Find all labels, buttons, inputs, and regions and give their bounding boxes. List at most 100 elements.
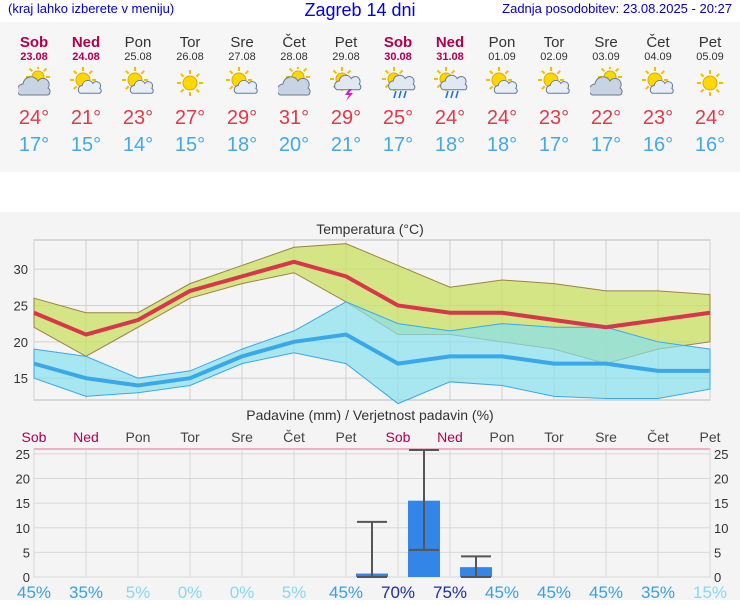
high-temp-line <box>33 259 711 337</box>
y-tick-label: 15 <box>14 371 28 386</box>
high-temp: 27° <box>174 107 206 129</box>
y-tick-label: 5 <box>23 545 30 560</box>
day-column: Pon 25.08 23° 14° <box>112 22 164 158</box>
day-name: Sob <box>19 34 49 51</box>
high-temp: 23° <box>122 107 154 129</box>
day-column: Pon 01.09 24° 18° <box>476 22 528 158</box>
high-temp: 24° <box>694 107 726 129</box>
probability-label: 70% <box>381 583 415 600</box>
high-temp: 29° <box>226 107 258 129</box>
high-temp: 25° <box>382 107 414 129</box>
day-name: Pon <box>124 34 152 51</box>
high-temp: 24° <box>434 107 466 129</box>
low-temp: 17° <box>538 134 570 156</box>
y-tick-label: 15 <box>16 496 30 511</box>
probability-label: 5% <box>282 583 307 600</box>
low-temp: 16° <box>694 134 726 156</box>
day-date: 30.08 <box>384 51 412 63</box>
low-temp: 14° <box>122 134 154 156</box>
day-column: Sob 23.08 24° 17° <box>8 22 60 158</box>
precipitation-chart-title: Padavine (mm) / Verjetnost padavin (%) <box>246 407 493 423</box>
sunny-cloud-icon <box>528 64 580 104</box>
high-temp: 23° <box>538 107 570 129</box>
y-tick-label-right: 5 <box>714 545 721 560</box>
probability-label: 45% <box>329 583 363 600</box>
high-temp: 24° <box>18 107 50 129</box>
high-temp: 31° <box>278 107 310 129</box>
day-column: Tor 02.09 23° 17° <box>528 22 580 158</box>
low-temp: 15° <box>70 134 102 156</box>
day-column: Čet 28.08 31° 20° <box>268 22 320 158</box>
low-temp: 17° <box>18 134 50 156</box>
probability-label: 5% <box>126 583 151 600</box>
low-temp: 17° <box>382 134 414 156</box>
partly-cloudy-icon <box>8 64 60 104</box>
low-temp: 18° <box>486 134 518 156</box>
partly-cloudy-icon <box>580 64 632 104</box>
day-name: Čet <box>646 34 670 51</box>
thunderstorm-icon <box>320 64 372 104</box>
day-name: Sob <box>383 34 413 51</box>
y-tick-label-right: 25 <box>714 447 728 462</box>
low-temp-line <box>33 332 710 388</box>
low-temp: 15° <box>174 134 206 156</box>
day-date: 03.09 <box>592 51 620 63</box>
high-temp: 29° <box>330 107 362 129</box>
sun-rain-icon <box>424 64 476 104</box>
day-date: 29.08 <box>332 51 360 63</box>
day-label: Ned <box>73 429 99 445</box>
high-temp: 22° <box>590 107 622 129</box>
day-date: 01.09 <box>488 51 516 63</box>
day-column: Pet 05.09 24° 16° <box>684 22 736 158</box>
probability-label: 75% <box>433 583 467 600</box>
day-label: Ned <box>437 429 463 445</box>
day-name: Sre <box>230 34 254 51</box>
day-column: Tor 26.08 27° 15° <box>164 22 216 158</box>
day-label: Sob <box>386 429 411 445</box>
probability-label: 0% <box>230 583 255 600</box>
low-temp: 20° <box>278 134 310 156</box>
day-label: Sre <box>231 429 253 445</box>
day-name: Pet <box>698 34 722 51</box>
day-date: 31.08 <box>436 51 464 63</box>
day-column: Sre 27.08 29° 18° <box>216 22 268 158</box>
day-date: 26.08 <box>176 51 204 63</box>
day-column: Sre 03.09 22° 17° <box>580 22 632 158</box>
low-temp: 16° <box>642 134 674 156</box>
day-date: 24.08 <box>72 51 100 63</box>
low-temp-range <box>33 301 711 405</box>
day-name: Čet <box>282 34 306 51</box>
y-tick-label-right: 20 <box>714 472 728 487</box>
day-name: Pet <box>334 34 358 51</box>
sunny-icon <box>684 64 736 104</box>
page-title: Zagreb 14 dni <box>304 0 416 20</box>
day-label: Sre <box>595 429 617 445</box>
day-column: Pet 29.08 29° 21° <box>320 22 372 158</box>
day-label: Tor <box>544 429 564 445</box>
location-hint: (kraj lahko izberete v meniju) <box>8 1 175 16</box>
daily-forecast: Sob 23.08 24° 17° Ned 24.08 21° 15° Pon 25.08 23° 1… <box>0 22 740 172</box>
spacer <box>0 172 740 212</box>
day-date: 27.08 <box>228 51 256 63</box>
probability-label: 45% <box>537 583 571 600</box>
day-column: Ned 24.08 21° 15° <box>60 22 112 158</box>
y-tick-label-right: 10 <box>714 521 728 536</box>
day-date: 05.09 <box>696 51 724 63</box>
y-tick-label: 0 <box>23 570 30 585</box>
day-column: Čet 04.09 23° 16° <box>632 22 684 158</box>
day-name: Tor <box>179 34 201 51</box>
sunny-cloud-icon <box>60 64 112 104</box>
day-name: Sre <box>594 34 618 51</box>
probability-label: 45% <box>485 583 519 600</box>
probability-label: 45% <box>589 583 623 600</box>
day-label: Pet <box>335 429 356 445</box>
high-temp: 24° <box>486 107 518 129</box>
day-name: Ned <box>435 34 465 51</box>
high-temp: 23° <box>642 107 674 129</box>
y-tick-label: 25 <box>14 298 28 313</box>
probability-label: 15% <box>693 583 727 600</box>
day-label: Tor <box>180 429 200 445</box>
day-column: Sob 30.08 25° 17° <box>372 22 424 158</box>
